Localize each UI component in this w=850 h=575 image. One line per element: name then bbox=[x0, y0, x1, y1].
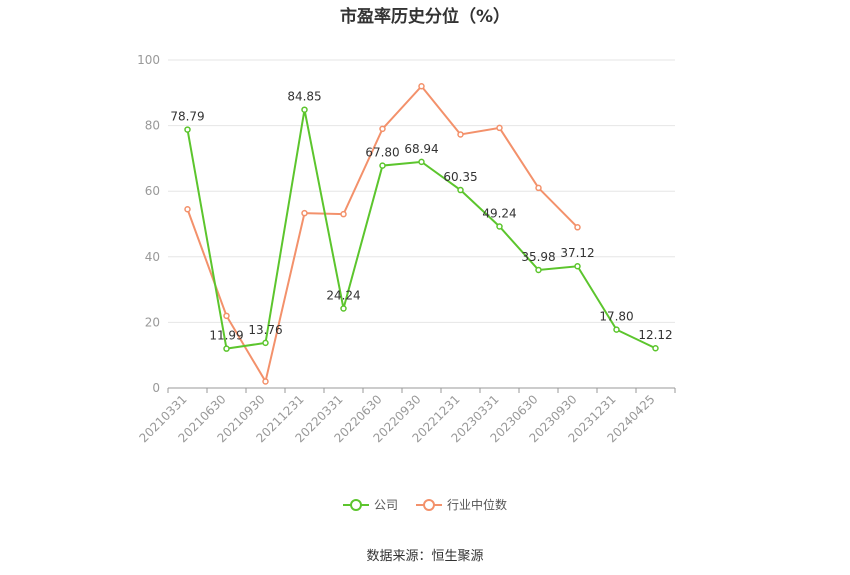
data-source: 数据来源：恒生聚源 bbox=[366, 549, 484, 564]
data-label: 60.35 bbox=[443, 170, 477, 184]
y-tick-label: 0 bbox=[152, 381, 160, 395]
y-tick-label: 80 bbox=[145, 119, 160, 133]
data-point-company[interactable] bbox=[262, 339, 269, 347]
data-point-industry[interactable] bbox=[574, 224, 581, 231]
data-point-company[interactable] bbox=[340, 305, 347, 312]
legend-company-label: 公司 bbox=[373, 498, 398, 512]
data-point-company[interactable] bbox=[652, 344, 659, 352]
y-tick-label: 60 bbox=[145, 184, 160, 198]
y-tick-label: 40 bbox=[145, 250, 160, 264]
data-label: 12.12 bbox=[638, 328, 672, 342]
data-labels: 78.79 11.99 13.76 84.85 24.24 67.80 68.94 60.35… bbox=[170, 90, 672, 343]
chart-title: 市盈率历史分位（%） bbox=[339, 7, 511, 27]
data-point-industry[interactable] bbox=[340, 210, 347, 218]
data-label: 67.80 bbox=[365, 146, 399, 160]
data-point-company[interactable] bbox=[613, 326, 620, 333]
data-point-company[interactable] bbox=[301, 106, 308, 113]
data-point-industry[interactable] bbox=[457, 131, 464, 138]
data-point-company[interactable] bbox=[574, 262, 581, 270]
series-lines bbox=[184, 82, 659, 385]
data-label: 49.24 bbox=[482, 206, 516, 220]
legend-item-industry[interactable]: 行业中位数 bbox=[416, 496, 507, 513]
data-point-industry[interactable] bbox=[418, 82, 425, 90]
grid-lines bbox=[168, 59, 675, 323]
data-point-company[interactable] bbox=[184, 126, 191, 133]
data-label: 11.99 bbox=[209, 329, 243, 343]
data-label: 35.98 bbox=[521, 250, 555, 264]
legend-company-line-icon bbox=[342, 498, 369, 511]
data-point-industry[interactable] bbox=[379, 125, 386, 133]
data-label: 68.94 bbox=[404, 142, 438, 156]
legend-item-company[interactable]: 公司 bbox=[342, 496, 398, 513]
legend-industry-line-icon bbox=[416, 498, 442, 511]
data-label: 37.12 bbox=[560, 246, 594, 260]
data-point-company[interactable] bbox=[496, 223, 503, 230]
y-tick-label: 20 bbox=[145, 315, 160, 329]
legend-industry-label: 行业中位数 bbox=[447, 498, 508, 512]
data-point-industry[interactable] bbox=[301, 209, 308, 217]
y-tick-label: 100 bbox=[137, 53, 160, 67]
data-label: 13.76 bbox=[248, 323, 282, 337]
legend: 公司 行业中位数 bbox=[0, 496, 850, 513]
data-point-industry[interactable] bbox=[262, 378, 269, 385]
data-point-company[interactable] bbox=[418, 158, 425, 166]
data-label: 84.85 bbox=[287, 90, 321, 104]
data-point-company[interactable] bbox=[457, 186, 464, 194]
data-point-company[interactable] bbox=[379, 162, 386, 169]
data-point-company[interactable] bbox=[223, 345, 230, 352]
data-label: 24.24 bbox=[326, 288, 360, 302]
data-point-company[interactable] bbox=[535, 266, 542, 274]
data-label: 17.80 bbox=[599, 310, 633, 324]
data-point-industry[interactable] bbox=[223, 312, 230, 320]
data-point-industry[interactable] bbox=[535, 184, 542, 192]
data-point-industry[interactable] bbox=[184, 205, 191, 213]
data-label: 78.79 bbox=[170, 110, 204, 124]
data-point-industry[interactable] bbox=[496, 124, 503, 132]
